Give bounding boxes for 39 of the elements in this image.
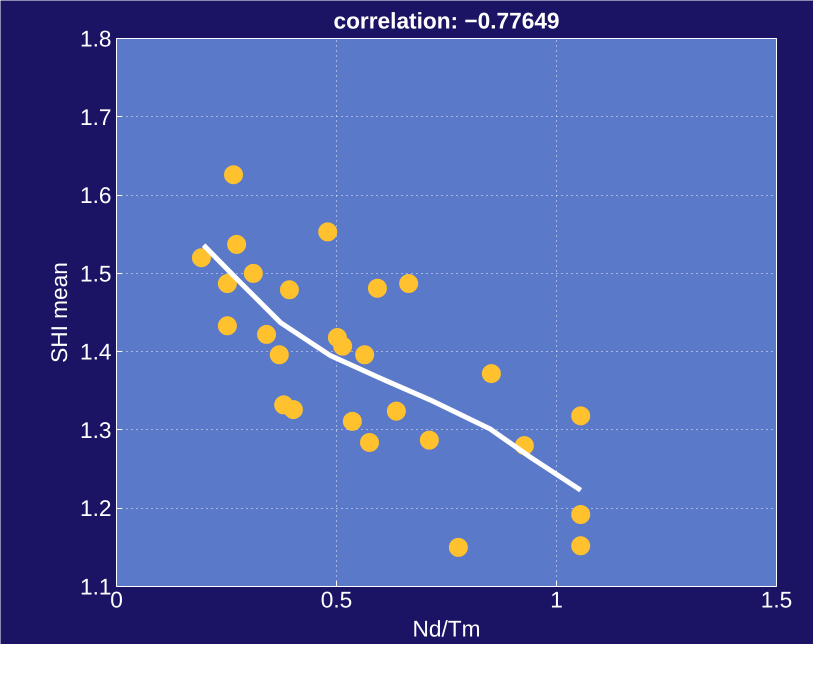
point — [318, 222, 338, 242]
y-tick-label: 1.3 — [80, 416, 112, 443]
point — [360, 432, 379, 452]
x-tick-label: 0 — [110, 586, 123, 612]
y-tick-label: 1.7 — [80, 104, 112, 130]
point — [218, 316, 237, 336]
point — [192, 248, 211, 268]
point — [448, 538, 468, 557]
chart-title: correlation: −0.77649 — [333, 8, 560, 34]
point — [482, 364, 501, 384]
point — [280, 280, 299, 300]
y-tick-label: 1.4 — [80, 338, 112, 365]
point — [571, 406, 590, 426]
point — [244, 264, 263, 283]
point — [224, 165, 244, 184]
x-tick-label: 0.5 — [320, 586, 352, 612]
y-tick-label: 1.2 — [80, 495, 112, 522]
point — [333, 336, 352, 356]
x-tick-label: 1 — [550, 586, 563, 612]
point — [257, 324, 276, 344]
y-tick-label: 1.8 — [80, 26, 112, 52]
point — [571, 504, 590, 524]
y-tick-label: 1.6 — [80, 182, 112, 208]
x-tick-label: 1.5 — [760, 586, 792, 612]
point — [284, 400, 303, 420]
point — [399, 274, 418, 294]
point — [386, 402, 406, 421]
point — [571, 536, 590, 556]
point — [368, 278, 387, 298]
x-axis-title: Nd/Tm — [412, 616, 480, 642]
point — [218, 274, 237, 294]
y-tick-label: 1.1 — [80, 574, 112, 600]
y-tick-label: 1.5 — [80, 260, 112, 286]
point — [355, 345, 374, 364]
point — [342, 412, 362, 431]
point — [420, 430, 439, 450]
point — [227, 234, 246, 254]
point — [270, 345, 289, 364]
y-axis-title: SHI mean — [46, 262, 72, 363]
